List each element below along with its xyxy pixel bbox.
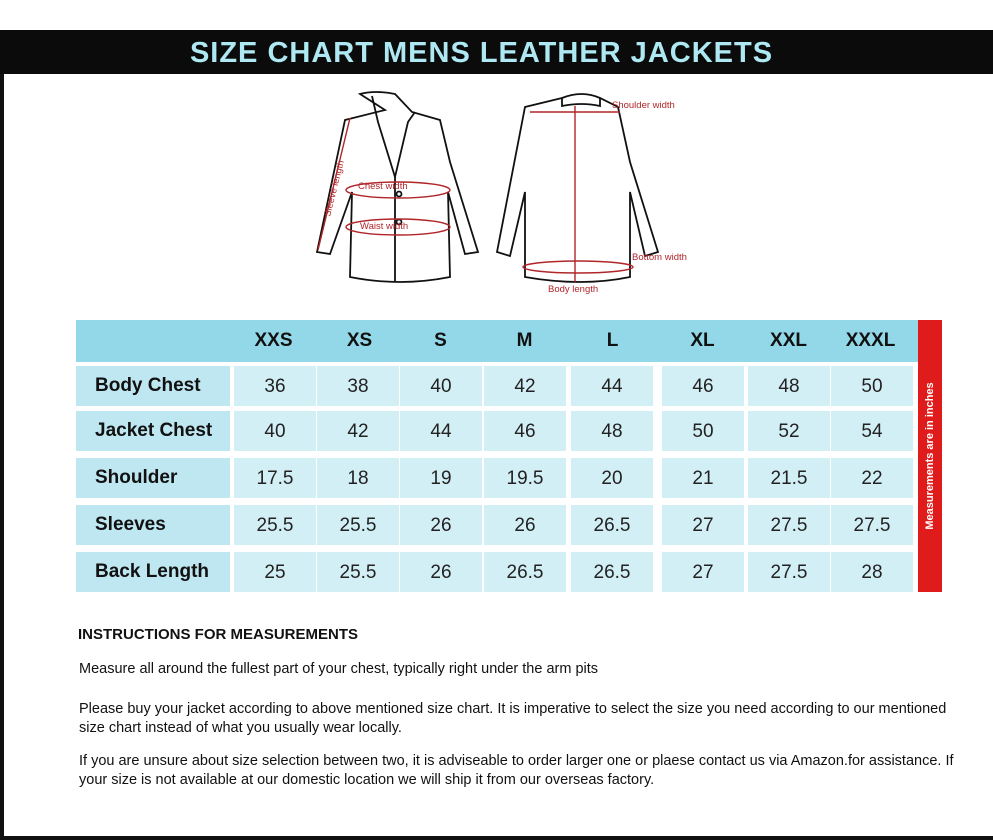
body-length-label: Body length: [548, 284, 598, 295]
measurement-cell: 21.5: [748, 458, 830, 498]
measurement-cell: 26: [400, 505, 482, 545]
measurement-cell: 40: [400, 366, 482, 406]
measurement-cell: 25.5: [317, 505, 399, 545]
measurement-cell: 50: [662, 411, 744, 451]
measurement-cell: 46: [662, 366, 744, 406]
waist-width-label: Waist width: [360, 221, 408, 232]
measurement-cell: 27.5: [831, 505, 913, 545]
measurement-cell: 27: [662, 505, 744, 545]
measurement-cell: 46: [484, 411, 566, 451]
size-header-row: XXS XS S M L XL XXL XXXL: [76, 320, 918, 362]
measurement-cell: 22: [831, 458, 913, 498]
size-header: XL: [690, 330, 715, 351]
table-row: Shoulder 17.5 18 19 19.5 20 21 21.5 22: [76, 458, 918, 498]
measurement-cell: 26: [400, 552, 482, 592]
row-label: Jacket Chest: [76, 411, 230, 451]
measurement-cell: 36: [234, 366, 316, 406]
unit-note: Measurements are in inches: [924, 382, 936, 530]
unit-note-bar: Measurements are in inches: [918, 320, 942, 592]
measurement-cell: 48: [748, 366, 830, 406]
row-label: Shoulder: [76, 458, 230, 498]
instructions-heading: INSTRUCTIONS FOR MEASUREMENTS: [78, 626, 359, 643]
measurement-cell: 25: [234, 552, 316, 592]
measurement-cell: 26.5: [571, 552, 653, 592]
bottom-width-label: Bottom width: [632, 252, 687, 263]
measurement-cell: 27.5: [748, 552, 830, 592]
size-header: XXXL: [845, 330, 896, 351]
back-jacket-drawing: [495, 93, 660, 283]
size-header: XXS: [254, 330, 293, 351]
size-header: M: [516, 330, 533, 351]
jacket-measurement-diagram: Sleeve length Chest width Waist width Sh…: [315, 91, 687, 295]
measurement-cell: 52: [748, 411, 830, 451]
measurement-cell: 21: [662, 458, 744, 498]
measurement-cell: 26: [484, 505, 566, 545]
table-row: Back Length 25 25.5 26 26.5 26.5 27 27.5 28: [76, 552, 918, 592]
instruction-paragraph: If you are unsure about size selection b…: [79, 753, 954, 788]
measurement-cell: 25.5: [234, 505, 316, 545]
measurement-cell: 25.5: [317, 552, 399, 592]
measurement-cell: 44: [400, 411, 482, 451]
measurement-cell: 40: [234, 411, 316, 451]
row-label: Sleeves: [76, 505, 230, 545]
measurement-cell: 42: [484, 366, 566, 406]
size-header: L: [606, 330, 619, 351]
instruction-paragraph: Please buy your jacket according to abov…: [79, 701, 947, 736]
measurement-cell: 38: [317, 366, 399, 406]
size-header: S: [434, 330, 447, 351]
measurement-cell: 18: [317, 458, 399, 498]
measurement-cell: 50: [831, 366, 913, 406]
sleeve-length-label: Sleeve length: [322, 159, 347, 218]
front-jacket-drawing: [315, 91, 480, 283]
title-bar: [0, 30, 993, 74]
measurement-cell: 26.5: [484, 552, 566, 592]
size-header: XS: [346, 330, 373, 351]
measurement-cell: 19: [400, 458, 482, 498]
measurement-cell: 27.5: [748, 505, 830, 545]
measurement-cell: 17.5: [234, 458, 316, 498]
measurement-cell: 19.5: [484, 458, 566, 498]
table-row: Jacket Chest 40 42 44 46 48 50 52 54: [76, 411, 918, 451]
chest-width-label: Chest width: [358, 181, 408, 192]
image-frame: [0, 30, 993, 840]
measurement-cell: 54: [831, 411, 913, 451]
measurement-cell: 26.5: [571, 505, 653, 545]
measurement-cell: 27: [662, 552, 744, 592]
measurement-cell: 28: [831, 552, 913, 592]
measurement-lines: [317, 106, 634, 282]
measurement-cell: 44: [571, 366, 653, 406]
measurement-cell: 20: [571, 458, 653, 498]
measurement-cell: 48: [571, 411, 653, 451]
table-row: Body Chest 36 38 40 42 44 46 48 50: [76, 366, 918, 406]
measurement-cell: 42: [317, 411, 399, 451]
page-title: SIZE CHART MENS LEATHER JACKETS: [189, 37, 774, 69]
row-label: Body Chest: [76, 366, 230, 406]
row-label: Back Length: [76, 552, 230, 592]
instruction-paragraph: Measure all around the fullest part of y…: [79, 661, 599, 677]
size-header: XXL: [770, 330, 807, 351]
table-row: Sleeves 25.5 25.5 26 26 26.5 27 27.5 27.5: [76, 505, 918, 545]
shoulder-width-label: Shoulder width: [612, 100, 675, 111]
